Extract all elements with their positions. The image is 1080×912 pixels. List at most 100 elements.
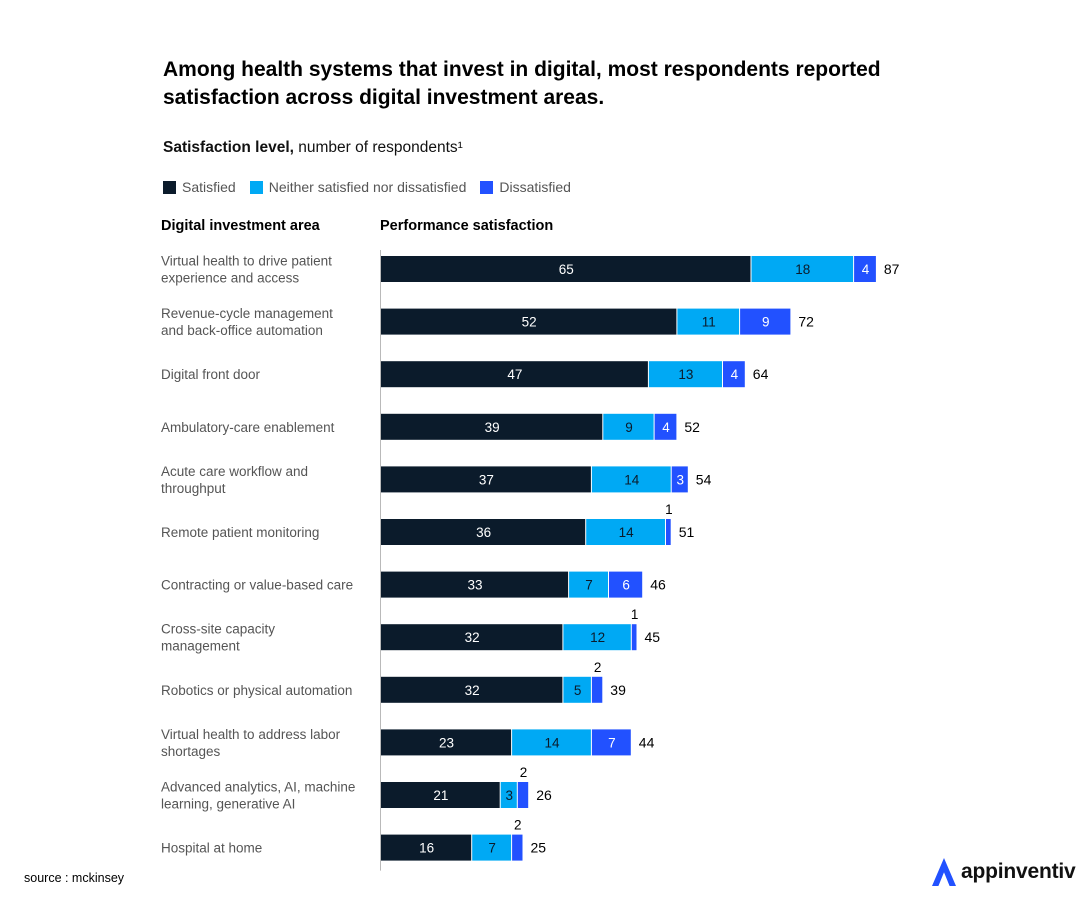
category-label: Digital front door [161,367,261,382]
legend-item-satisfied: Satisfied [163,179,236,195]
bar-segment-dissatisfied [854,256,876,282]
bar-segment-dissatisfied [512,834,523,861]
legend-label-neither: Neither satisfied nor dissatisfied [268,179,467,195]
bar-segment-dissatisfied [666,519,671,545]
bar-segment-neither-satisfied-nor-dissatisfied [569,571,608,598]
bar-total-label: 44 [639,734,655,750]
bar-value-label: 4 [662,420,670,435]
category-label: Remote patient monitoring [161,525,319,540]
bar-segment-dissatisfied [740,308,791,335]
legend-label-satisfied: Satisfied [182,179,236,195]
bar-value-label: 7 [488,841,496,856]
bar-segment-neither-satisfied-nor-dissatisfied [677,308,740,335]
legend: Satisfied Neither satisfied nor dissatis… [163,179,585,195]
bar-segment-satisfied [381,571,569,598]
bar-value-label: 65 [559,262,574,277]
bar-segment-satisfied [381,624,563,651]
bar-segment-dissatisfied [723,361,745,388]
bar-value-label: 39 [485,420,500,435]
appinventiv-logo-icon [932,858,956,886]
category-label-line: management [161,639,240,654]
bar-segment-satisfied [381,256,751,282]
bar-total-label: 25 [531,840,547,856]
chart-title: Among health systems that invest in digi… [163,58,881,109]
category-label-line: Digital front door [161,367,261,382]
bar-total-label: 87 [884,261,900,277]
bar-value-label: 2 [594,660,602,675]
bar-segment-satisfied [381,676,563,703]
bar-value-label: 36 [476,525,491,540]
bar-segment-dissatisfied [609,571,643,598]
category-label-line: Hospital at home [161,841,262,856]
bar-total-label: 52 [684,419,700,435]
bar-total-label: 72 [798,314,814,330]
bar-value-label: 18 [795,262,810,277]
bar-segment-neither-satisfied-nor-dissatisfied [563,676,591,703]
bar-segment-satisfied [381,782,500,808]
legend-label-dissatisfied: Dissatisfied [499,179,571,195]
bar-segment-neither-satisfied-nor-dissatisfied [512,729,591,756]
category-label-line: Robotics or physical automation [161,683,352,698]
category-label-line: Cross-site capacity [161,622,275,637]
bar-segment-dissatisfied [631,624,637,651]
category-label: Virtual health to address labor shortages [161,727,341,759]
bar-value-label: 16 [419,841,434,856]
source-note: source : mckinsey [24,871,125,885]
category-column-header: Digital investment area [161,218,320,234]
bar-segment-dissatisfied [591,729,631,756]
bar-segment-satisfied [381,519,586,545]
bar-value-label: 7 [608,735,616,750]
legend-swatch-satisfied [163,180,176,194]
bar-total-label: 64 [753,366,769,382]
bar-total-label: 46 [650,577,666,593]
bar-value-label: 52 [522,315,537,330]
bar-value-label: 14 [619,525,635,540]
category-label-line: Revenue-cycle management [161,306,333,321]
bar-segment-dissatisfied [517,782,529,808]
category-label-line: and back-office automation [161,323,323,338]
bar-value-label: 21 [433,788,448,803]
bar-segment-neither-satisfied-nor-dissatisfied [563,624,631,651]
category-label-line: Advanced analytics, AI, machine [161,780,355,795]
bar-segment-neither-satisfied-nor-dissatisfied [603,413,654,440]
category-label-line: Virtual health to address labor [161,727,341,742]
bar-value-label: 7 [585,578,593,593]
bar-segment-neither-satisfied-nor-dissatisfied [500,782,517,808]
brand-name: appinventiv [961,860,1076,883]
brand-logo: appinventiv [930,856,1076,888]
bar-value-label: 13 [678,367,693,382]
bar-value-label: 1 [665,502,673,517]
bar-value-label: 11 [702,315,716,330]
bar-value-label: 5 [574,683,582,698]
bar-value-label: 23 [439,735,454,750]
bar-value-label: 9 [625,420,633,435]
bar-value-label: 3 [676,472,684,487]
bar-value-label: 12 [590,630,605,645]
chart-subtitle: Satisfaction level, number of respondent… [163,139,463,157]
bar-segment-satisfied [381,361,648,388]
category-label-line: Acute care workflow and [161,464,308,479]
bar-total-label: 26 [536,787,552,803]
category-label: Robotics or physical automation [161,683,352,698]
legend-item-dissatisfied: Dissatisfied [480,179,571,195]
bar-value-label: 3 [505,788,513,803]
bar-segment-satisfied [381,308,677,335]
bar-value-label: 2 [520,765,528,780]
bar-total-label: 39 [610,682,626,698]
bar-value-label: 32 [465,630,480,645]
bar-value-label: 4 [731,367,739,382]
category-label: Ambulatory-care enablement [161,420,335,435]
bar-segment-neither-satisfied-nor-dissatisfied [472,834,512,861]
bar-segment-neither-satisfied-nor-dissatisfied [751,256,854,282]
bar-value-label: 9 [762,315,770,330]
category-label: Revenue-cycle management and back-office … [161,306,333,338]
category-label-line: Contracting or value-based care [161,578,353,593]
bar-segment-neither-satisfied-nor-dissatisfied [586,519,665,545]
bar-segment-neither-satisfied-nor-dissatisfied [648,361,722,388]
bar-total-label: 51 [679,524,695,540]
legend-swatch-neither [249,180,263,194]
category-label: Contracting or value-based care [161,578,353,593]
bar-total-label: 54 [696,471,712,487]
category-label: Cross-site capacity management [161,622,275,654]
